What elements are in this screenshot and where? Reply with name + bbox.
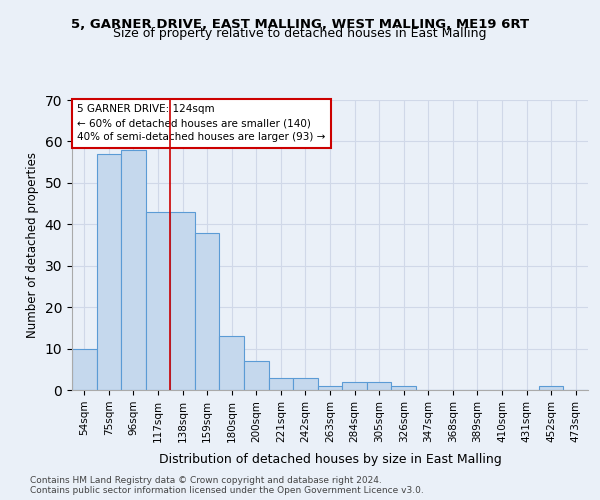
Text: 5 GARNER DRIVE: 124sqm
← 60% of detached houses are smaller (140)
40% of semi-de: 5 GARNER DRIVE: 124sqm ← 60% of detached… <box>77 104 326 142</box>
Bar <box>121 150 146 390</box>
Bar <box>342 382 367 390</box>
Bar <box>97 154 121 390</box>
Bar <box>539 386 563 390</box>
Y-axis label: Number of detached properties: Number of detached properties <box>26 152 39 338</box>
Bar <box>367 382 391 390</box>
Bar <box>391 386 416 390</box>
Text: Contains HM Land Registry data © Crown copyright and database right 2024.
Contai: Contains HM Land Registry data © Crown c… <box>30 476 424 495</box>
Bar <box>220 336 244 390</box>
Bar <box>318 386 342 390</box>
Text: Size of property relative to detached houses in East Malling: Size of property relative to detached ho… <box>113 28 487 40</box>
X-axis label: Distribution of detached houses by size in East Malling: Distribution of detached houses by size … <box>158 453 502 466</box>
Bar <box>146 212 170 390</box>
Bar <box>72 348 97 390</box>
Bar <box>170 212 195 390</box>
Bar <box>293 378 318 390</box>
Bar <box>195 232 220 390</box>
Bar <box>244 361 269 390</box>
Bar <box>269 378 293 390</box>
Text: 5, GARNER DRIVE, EAST MALLING, WEST MALLING, ME19 6RT: 5, GARNER DRIVE, EAST MALLING, WEST MALL… <box>71 18 529 30</box>
